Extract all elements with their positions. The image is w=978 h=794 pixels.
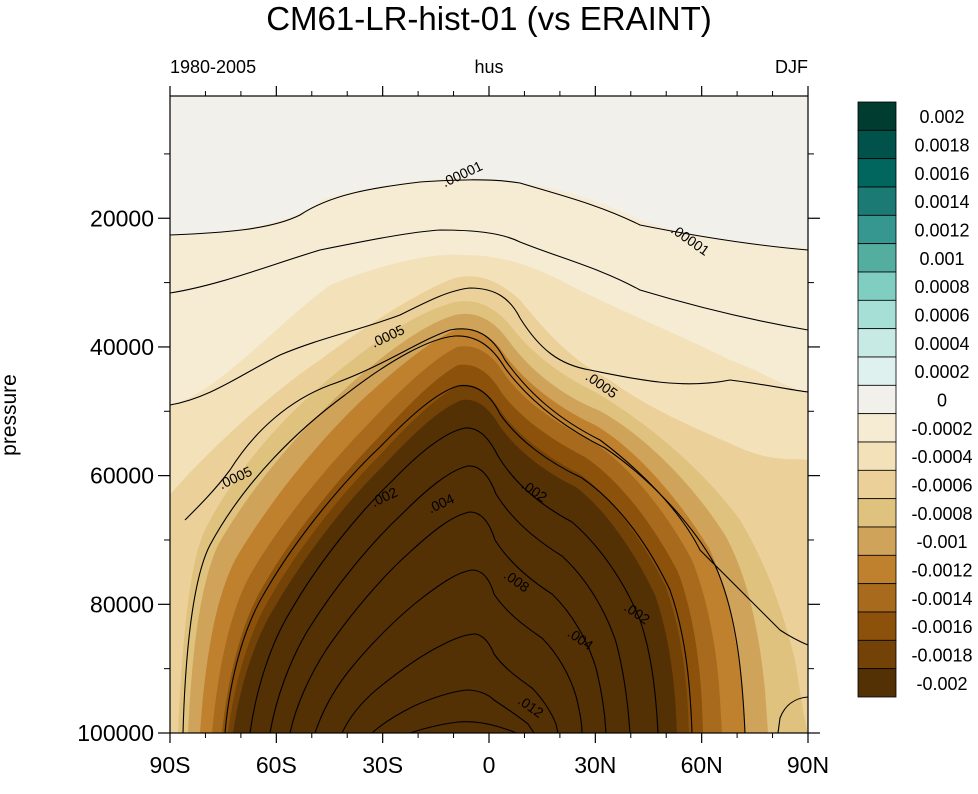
contour-line-014 <box>371 689 535 734</box>
y-tick-label: 80000 <box>90 591 154 617</box>
colorbar-label: 0.002 <box>919 107 964 127</box>
right-subtitle: DJF <box>775 57 808 77</box>
y-tick-label: 20000 <box>90 205 154 231</box>
colorbar-box <box>857 441 897 471</box>
contour-line-002 <box>224 385 693 734</box>
colorbar-label: -0.0012 <box>911 561 972 581</box>
center-subtitle: hus <box>474 57 503 77</box>
y-tick-label: 100000 <box>77 720 154 746</box>
plot-area: .00001.00001.0005.0005.0005.002.004.002.… <box>169 95 809 734</box>
colorbar-label: -0.0006 <box>911 476 972 496</box>
colorbar-box <box>857 526 897 556</box>
contour-line-012 <box>341 633 559 734</box>
colorbar-label: 0.0012 <box>914 221 969 241</box>
colorbar-label: 0.0018 <box>914 136 969 156</box>
colorbar-label: 0.0016 <box>914 164 969 184</box>
colorbar-box <box>857 328 897 358</box>
x-tick-label: 90S <box>150 752 191 778</box>
colorbar-box <box>857 639 897 670</box>
y-axis-label: pressure <box>0 374 21 456</box>
colorbar-box <box>857 611 897 641</box>
colorbar-label: 0 <box>937 391 947 411</box>
filled-contours <box>170 178 808 733</box>
colorbar: 0.002 0.0018 0.0016 0.0014 0.0012 0.001 0.0008… <box>857 101 973 698</box>
contour-line-0001 <box>169 229 809 331</box>
contour-line-00001 <box>169 179 809 251</box>
colorbar-label: -0.001 <box>916 532 967 552</box>
colorbar-label: -0.0002 <box>911 419 972 439</box>
colorbar-box <box>857 186 897 216</box>
x-tick-label: 60S <box>256 752 297 778</box>
colorbar-box <box>857 356 897 386</box>
colorbar-box <box>857 243 897 273</box>
contour-line-010 <box>314 569 583 734</box>
left-subtitle: 1980-2005 <box>170 57 256 77</box>
colorbar-box <box>857 299 897 330</box>
contour-line-006 <box>269 465 631 734</box>
colorbar-label: -0.0018 <box>911 646 972 666</box>
colorbar-label: 0.0002 <box>914 362 969 382</box>
contour-lines <box>169 179 809 734</box>
x-tick-label: 90N <box>787 752 829 778</box>
contour-line-0005-upper <box>169 287 809 406</box>
colorbar-box <box>857 498 897 528</box>
colorbar-label: 0.0004 <box>914 334 969 354</box>
colorbar-label: 0.0014 <box>914 192 969 212</box>
colorbar-box <box>857 101 897 131</box>
colorbar-box <box>857 668 897 698</box>
colorbar-box <box>857 554 897 585</box>
x-tick-label: 60N <box>681 752 723 778</box>
colorbar-label: -0.0008 <box>911 504 972 524</box>
colorbar-box <box>857 413 897 443</box>
colorbar-box <box>857 469 897 500</box>
contour-line-001 <box>182 335 746 734</box>
colorbar-box <box>857 271 897 301</box>
colorbar-box <box>857 129 897 160</box>
colorbar-box <box>857 384 897 415</box>
x-tick-label: 30S <box>362 752 403 778</box>
contour-line-0005-lower <box>184 328 809 646</box>
colorbar-box <box>857 214 897 245</box>
colorbar-label: 0.0006 <box>914 306 969 326</box>
colorbar-box <box>857 158 897 188</box>
colorbar-label: -0.0016 <box>911 617 972 637</box>
contour-line-016 <box>409 721 517 734</box>
colorbar-label: -0.0004 <box>911 447 972 467</box>
y-axis: 20000 40000 60000 80000 100000 <box>77 153 820 746</box>
contour-line-north-pole <box>777 696 809 734</box>
colorbar-box <box>857 583 897 613</box>
chart-title: CM61-LR-hist-01 (vs ERAINT) <box>266 0 712 37</box>
contour-fill-0-002 <box>233 399 677 733</box>
x-tick-label: 30N <box>574 752 616 778</box>
y-tick-label: 40000 <box>90 334 154 360</box>
y-tick-label: 60000 <box>90 463 154 489</box>
x-tick-label: 0 <box>483 752 496 778</box>
colorbar-label: 0.001 <box>919 249 964 269</box>
contour-line-004 <box>249 427 659 734</box>
x-axis: 90S 60S 30S 0 30N 60N 90N <box>150 86 829 778</box>
colorbar-label: -0.002 <box>916 674 967 694</box>
contour-line-008 <box>289 511 607 734</box>
colorbar-label: -0.0014 <box>911 589 972 609</box>
colorbar-label: 0.0008 <box>914 277 969 297</box>
